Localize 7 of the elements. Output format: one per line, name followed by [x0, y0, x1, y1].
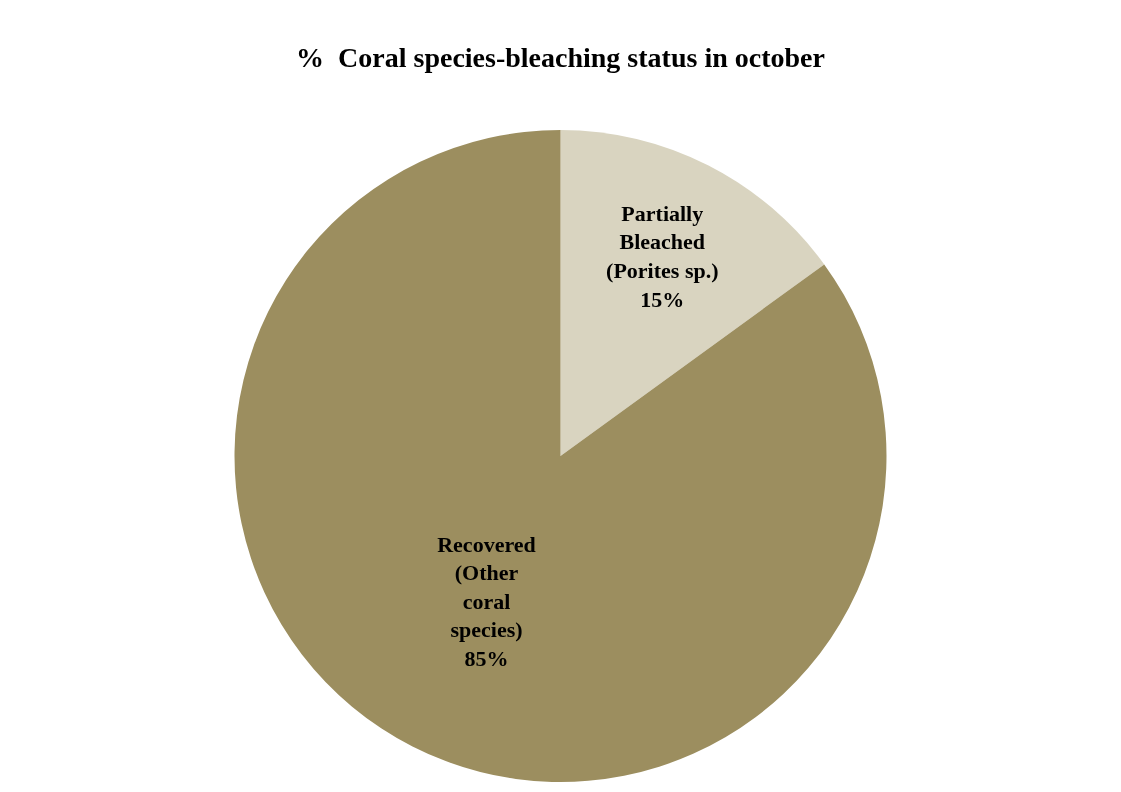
slice-label: Partially Bleached (Porites sp.)	[606, 200, 719, 284]
pie-slice	[560, 130, 825, 456]
data-label: 15%	[640, 286, 685, 312]
pie-slice	[234, 130, 887, 782]
data-label: 85%	[464, 645, 509, 671]
slice-label: Recovered (Other coral species)	[437, 531, 536, 643]
chart-title: % Coral species-bleaching status in october	[296, 42, 825, 74]
